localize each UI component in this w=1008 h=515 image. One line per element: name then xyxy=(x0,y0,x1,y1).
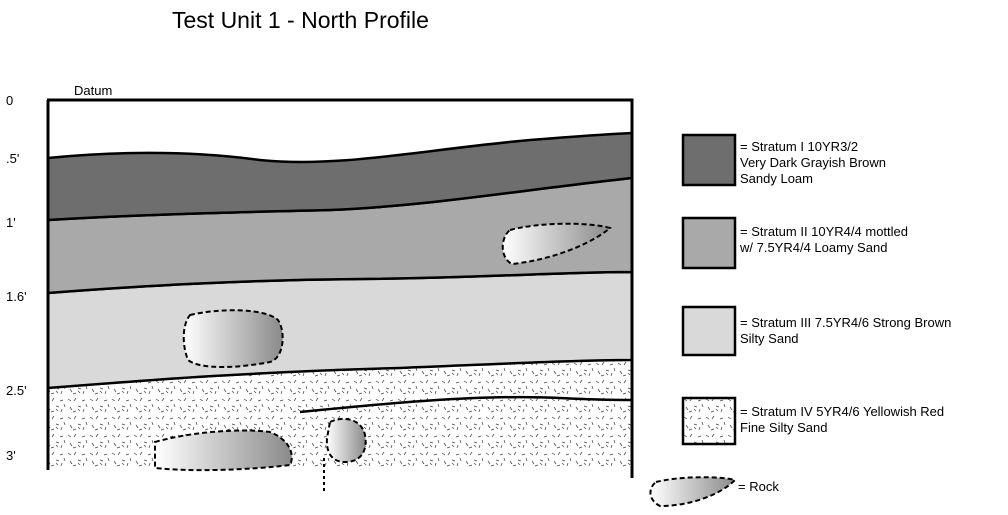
legend-text: w/ 7.5YR4/4 Loamy Sand xyxy=(739,240,887,255)
legend-text: = Stratum I 10YR3/2 Very Dark Grayish Br… xyxy=(738,139,951,494)
depth-label: 3' xyxy=(6,448,16,463)
legend-swatch xyxy=(683,135,735,185)
legend-swatch xyxy=(683,218,735,268)
rock xyxy=(327,419,366,462)
depth-label: 0 xyxy=(6,93,13,108)
legend-text: Silty Sand xyxy=(740,331,799,346)
legend-swatch xyxy=(683,398,735,444)
legend xyxy=(683,135,735,444)
datum-label: Datum xyxy=(74,83,112,98)
legend-text: = Stratum IV 5YR4/6 Yellowish Red xyxy=(740,404,944,419)
legend-text: = Stratum I 10YR3/2 xyxy=(740,139,858,154)
depth-label: 1.6' xyxy=(6,289,27,304)
depth-label: 1' xyxy=(6,215,16,230)
profile-diagram: Test Unit 1 - North Profile 0 .5' 1' 1.6… xyxy=(0,0,1008,510)
depth-label: 2.5' xyxy=(6,383,27,398)
legend-text: Sandy Loam xyxy=(740,171,813,186)
legend-text: = Stratum II 10YR4/4 mottled xyxy=(740,224,908,239)
depth-label: .5' xyxy=(6,151,19,166)
rock xyxy=(184,310,283,367)
rock-legend-symbol xyxy=(650,477,735,506)
legend-text: = Stratum III 7.5YR4/6 Strong Brown xyxy=(740,315,951,330)
legend-swatch xyxy=(683,307,735,355)
legend-text: = Rock xyxy=(738,479,779,494)
legend-text: Fine Silty Sand xyxy=(740,420,827,435)
title: Test Unit 1 - North Profile xyxy=(172,7,429,33)
depth-labels: 0 .5' 1' 1.6' 2.5' 3' xyxy=(6,93,27,463)
legend-text: Very Dark Grayish Brown xyxy=(740,155,886,170)
